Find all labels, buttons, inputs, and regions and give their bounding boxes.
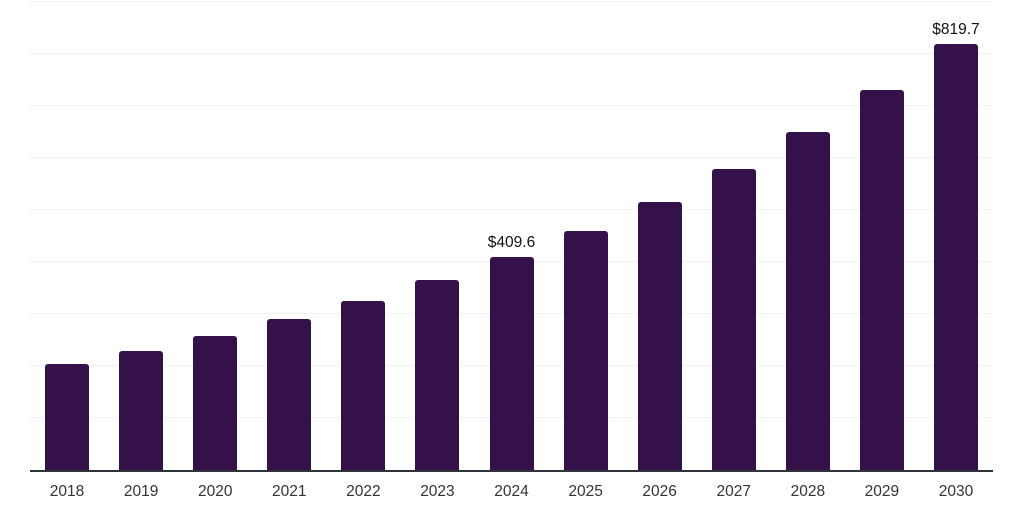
bars-row: $409.6 $819.7 [30, 2, 993, 470]
x-tick-2021: 2021 [272, 483, 307, 500]
bar-column-2023 [400, 2, 474, 470]
bar-2020 [193, 335, 238, 470]
gridline-600 [30, 157, 993, 159]
bar-2027 [711, 168, 756, 470]
x-axis-labels: 2018 2019 2020 2021 2022 2023 2024 2025 2026 2027… [30, 481, 993, 503]
bar-column-2021 [252, 2, 326, 470]
x-tick-2028: 2028 [790, 483, 826, 500]
bar-2022 [341, 300, 386, 470]
bar-column-2029 [845, 2, 919, 470]
bar-column-2018 [30, 2, 104, 470]
x-tick-2018: 2018 [49, 483, 85, 500]
x-tick-2024: 2024 [494, 483, 529, 500]
bar-2018 [45, 363, 90, 470]
bar-2023 [415, 280, 460, 470]
gridline-900 [30, 1, 993, 2]
bar-column-2020 [178, 2, 252, 470]
bar-2019 [119, 350, 164, 470]
bar-column-2028 [771, 2, 845, 470]
bar-column-2030: $819.7 [919, 2, 993, 470]
bar-2030 [933, 43, 978, 470]
x-tick-2022: 2022 [346, 483, 381, 500]
bar-2021 [267, 319, 312, 470]
bar-2029 [859, 90, 904, 470]
x-tick-2020: 2020 [197, 483, 233, 500]
bar-2028 [785, 131, 830, 470]
bar-2025 [563, 230, 608, 470]
bar-column-2024: $409.6 [474, 2, 548, 470]
x-tick-2025: 2025 [568, 483, 603, 500]
bar-column-2027 [697, 2, 771, 470]
x-tick-2029: 2029 [864, 483, 900, 500]
plot-area: $409.6 $819.7 [30, 1, 993, 472]
bar-column-2022 [326, 2, 400, 470]
data-label-2030: $819.7 [932, 20, 980, 38]
x-tick-2023: 2023 [420, 483, 455, 500]
gridline-700 [30, 105, 993, 106]
gridline-800 [30, 53, 993, 54]
gridline-500 [30, 209, 993, 210]
bar-column-2026 [623, 2, 697, 470]
x-tick-2019: 2019 [123, 483, 159, 500]
bar-column-2019 [104, 2, 178, 470]
x-tick-2030: 2030 [938, 483, 974, 500]
bar-column-2025 [549, 2, 623, 470]
x-tick-2027: 2027 [716, 483, 751, 500]
bar-2026 [637, 201, 682, 470]
bar-2024 [489, 257, 534, 470]
x-tick-2026: 2026 [642, 483, 677, 500]
data-label-2024: $409.6 [487, 234, 536, 252]
